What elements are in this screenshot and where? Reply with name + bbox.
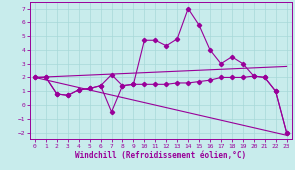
X-axis label: Windchill (Refroidissement éolien,°C): Windchill (Refroidissement éolien,°C) bbox=[75, 151, 246, 160]
